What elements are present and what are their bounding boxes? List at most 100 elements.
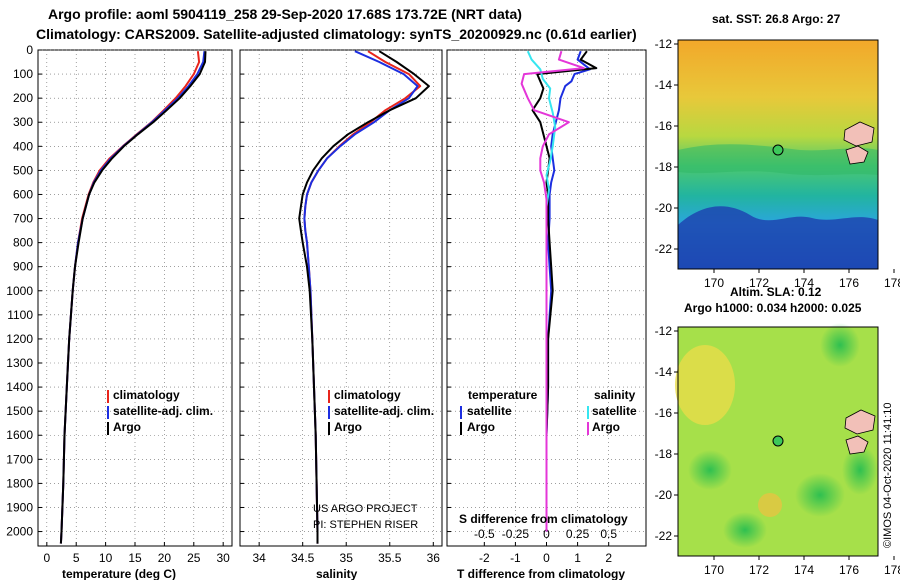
lat-tick-label: -12 — [655, 37, 673, 51]
s-tick-label: 0.5 — [600, 527, 617, 541]
lat-tick-label: -16 — [655, 406, 673, 420]
lon-tick-label: 176 — [839, 563, 859, 577]
island-fiji-south — [845, 435, 869, 455]
legend-label-t-satellite: satellite — [467, 404, 512, 418]
depth-tick-label: 600 — [13, 187, 33, 201]
lon-tick-label: 174 — [794, 276, 814, 290]
x-tick-label: 34.5 — [291, 551, 315, 565]
legend-label-s-argo: Argo — [592, 420, 620, 434]
island-fiji-south — [845, 145, 869, 165]
legend-label-t-argo: Argo — [467, 420, 495, 434]
legend-label-satellite: satellite-adj. clim. — [334, 404, 434, 418]
depth-tick-label: 1300 — [6, 356, 33, 370]
sla-map — [675, 323, 879, 557]
x-tick-label: 2 — [605, 551, 612, 565]
sla-low-southwest — [723, 512, 767, 548]
depth-tick-label: 500 — [13, 163, 33, 177]
x-tick-label: 5 — [73, 551, 80, 565]
x-tick-label: 1 — [574, 551, 581, 565]
series-line-argo — [59, 51, 207, 544]
x-tick-label: 25 — [187, 551, 201, 565]
s-tick-label: 0 — [543, 527, 550, 541]
x-tick-label: 30 — [217, 551, 231, 565]
x-tick-label: 10 — [99, 551, 113, 565]
legend-label-argo: Argo — [113, 420, 141, 434]
lon-tick-label: 170 — [704, 276, 724, 290]
depth-tick-label: 100 — [13, 67, 33, 81]
sla-low-south — [795, 473, 845, 517]
depth-tick-label: 1700 — [6, 452, 33, 466]
temperature-xlabel: temperature (deg C) — [62, 567, 176, 580]
lat-tick-label: -20 — [655, 488, 673, 502]
legend-title-temperature: temperature — [468, 388, 538, 402]
sst-front — [678, 144, 878, 176]
depth-tick-label: 700 — [13, 212, 33, 226]
depth-tick-label: 800 — [13, 236, 33, 250]
depth-tick-label: 1000 — [6, 284, 33, 298]
lat-tick-label: -16 — [655, 119, 673, 133]
sla-map-title1: Altim. SLA: 0.12 — [730, 285, 822, 299]
sla-high-west — [675, 345, 735, 425]
difference-xlabel2: S difference from climatology — [459, 512, 628, 526]
lat-tick-label: -20 — [655, 201, 673, 215]
depth-tick-label: 1200 — [6, 332, 33, 346]
depth-tick-label: 2000 — [6, 525, 33, 539]
depth-tick-label: 400 — [13, 139, 33, 153]
depth-tick-label: 300 — [13, 115, 33, 129]
depth-tick-label: 1600 — [6, 428, 33, 442]
lat-tick-label: -14 — [655, 365, 673, 379]
x-tick-label: 0 — [43, 551, 50, 565]
legend-label-satellite: satellite-adj. clim. — [113, 404, 213, 418]
salinity-xlabel: salinity — [316, 567, 358, 580]
x-tick-label: -2 — [479, 551, 490, 565]
lat-tick-label: -14 — [655, 78, 673, 92]
sst-frame — [677, 39, 879, 270]
lon-tick-label: 172 — [749, 276, 769, 290]
series-layer — [59, 50, 598, 544]
legend-label-climatology: climatology — [334, 388, 401, 402]
sla-high-south — [758, 493, 782, 517]
difference-xlabel: T difference from climatology — [457, 567, 625, 580]
x-tick-label: 35.5 — [378, 551, 402, 565]
credit-pi: PI: STEPHEN RISER — [313, 519, 418, 531]
lon-tick-label: 176 — [839, 276, 859, 290]
x-tick-label: -1 — [510, 551, 521, 565]
argo-location-marker — [772, 144, 784, 156]
figure-title-line2: Climatology: CARS2009. Satellite-adjuste… — [36, 26, 637, 42]
sla-low-northeast — [820, 323, 860, 367]
lat-tick-label: -12 — [655, 324, 673, 338]
x-tick-label: 15 — [128, 551, 142, 565]
lat-tick-label: -22 — [655, 242, 673, 256]
x-tick-label: 0 — [543, 551, 550, 565]
legend-label-argo: Argo — [334, 420, 362, 434]
tick-layer: 0100200300400500600700800900100011001200… — [6, 43, 617, 565]
series-line-s-argo — [520, 50, 585, 532]
salinity-panel — [239, 49, 443, 547]
s-tick-label: -0.5 — [474, 527, 495, 541]
sla-low-west — [688, 450, 732, 490]
sst-cold-pool — [678, 206, 878, 269]
map-ticks: -12 -14 -16 -18 -20 -22 170 172 174 176 178 -12 -14 -… — [655, 37, 900, 577]
difference-legend: temperature salinity satellite Argo sate… — [460, 388, 637, 435]
lon-tick-label: 170 — [704, 563, 724, 577]
legend-label-climatology: climatology — [113, 388, 180, 402]
lat-tick-label: -18 — [655, 160, 673, 174]
lat-tick-label: -22 — [655, 529, 673, 543]
s-tick-label: -0.25 — [502, 527, 530, 541]
lon-tick-label: 174 — [794, 563, 814, 577]
legend-title-salinity: salinity — [594, 388, 636, 402]
lon-tick-label: 178 — [884, 563, 900, 577]
temperature-legend: climatology satellite-adj. clim. Argo — [107, 388, 213, 435]
depth-tick-label: 1100 — [7, 308, 33, 322]
x-tick-label: 20 — [158, 551, 172, 565]
x-tick-label: 35 — [340, 551, 354, 565]
sst-map — [677, 39, 879, 270]
sla-frame — [677, 326, 879, 557]
depth-tick-label: 200 — [13, 91, 33, 105]
x-tick-label: 34 — [252, 551, 266, 565]
lat-tick-label: -18 — [655, 447, 673, 461]
lon-tick-label: 172 — [749, 563, 769, 577]
credit-project: US ARGO PROJECT — [313, 503, 418, 515]
legend-label-s-satellite: satellite — [592, 404, 637, 418]
